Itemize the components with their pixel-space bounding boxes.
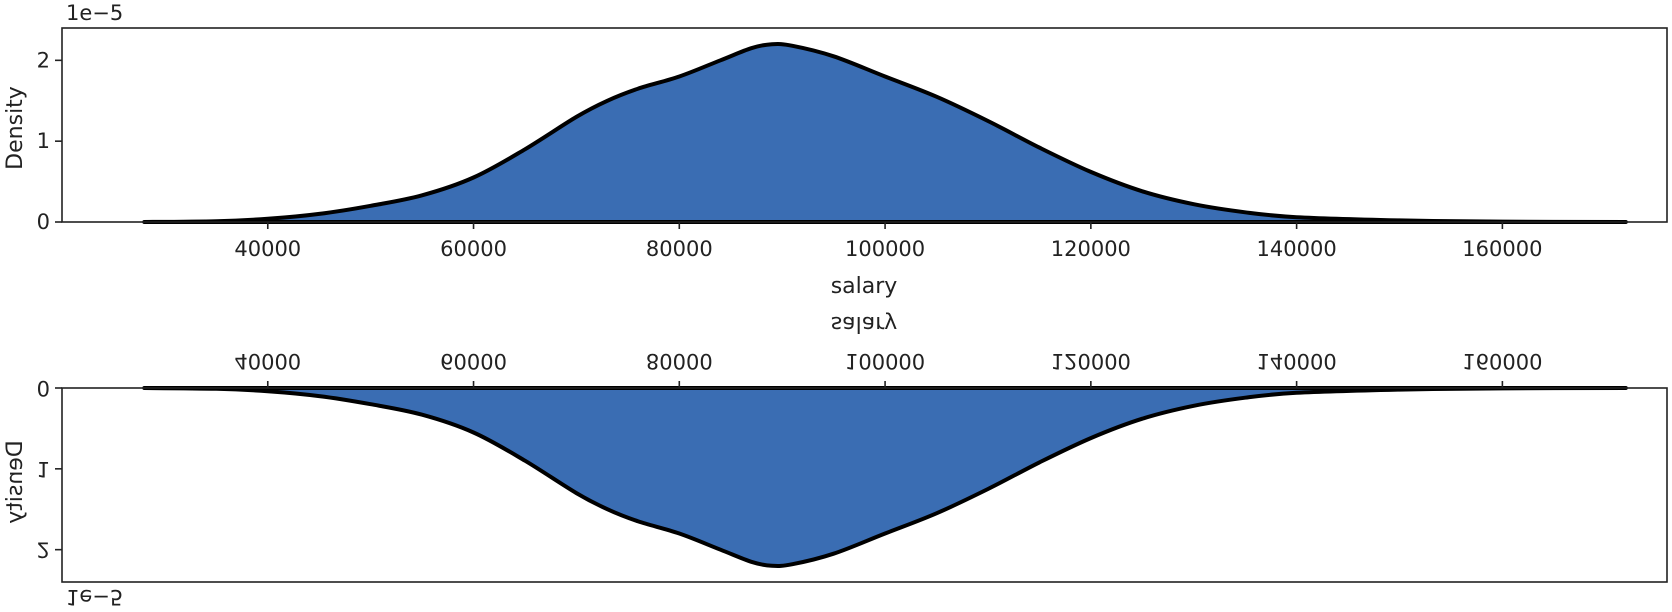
bottom-x-tick-label: 140000	[1257, 349, 1337, 373]
top-y-tick-label: 2	[37, 48, 50, 72]
top-x-tick-label: 160000	[1462, 237, 1542, 261]
top-y-axis-label: Density	[3, 86, 28, 170]
top-ticks-layer: 40000 60000 80000 100000 120000 140000 160000 0…	[37, 48, 1543, 261]
bottom-x-tick-label: 100000	[845, 349, 925, 373]
top-axes-frame	[61, 27, 1668, 223]
bottom-y-axis-label: Density	[3, 440, 28, 524]
bottom-x-tick-label: 40000	[234, 349, 301, 373]
bottom-ticks-layer: 40000 60000 80000 100000 120000 140000 160000 0…	[37, 349, 1543, 562]
bottom-x-axis-label: salary	[831, 311, 898, 336]
bottom-y-tick-label: 1	[37, 457, 50, 481]
top-x-tick-label: 40000	[234, 237, 301, 261]
bottom-y-tick-label: 0	[37, 376, 50, 400]
top-x-tick-label: 100000	[845, 237, 925, 261]
bottom-area-layer	[142, 386, 1628, 568]
bottom-x-tick-label: 160000	[1462, 349, 1542, 373]
bottom-x-tick-label: 120000	[1051, 349, 1131, 373]
top-x-tick-label: 120000	[1051, 237, 1131, 261]
top-area-layer	[142, 42, 1628, 224]
bottom-x-tick-label: 80000	[646, 349, 713, 373]
top-x-tick-label: 140000	[1257, 237, 1337, 261]
bottom-density-area-series-0	[142, 386, 1628, 568]
top-y-tick-label: 1	[37, 129, 50, 153]
bottom-mirrored-density-chart: 1e−5 Density salary 40000 60000 80000 10000…	[3, 311, 1668, 609]
top-x-axis-label: salary	[831, 274, 898, 299]
top-x-tick-label: 60000	[440, 237, 507, 261]
top-y-tick-label: 0	[37, 210, 50, 234]
top-x-tick-label: 80000	[646, 237, 713, 261]
bottom-axes-frame	[61, 387, 1668, 583]
bottom-offset-label: 1e−5	[66, 585, 123, 609]
bottom-mirror-transform: 1e−5 Density salary 40000 60000 80000 10000…	[3, 311, 1668, 609]
top-offset-label: 1e−5	[66, 1, 123, 25]
bottom-x-tick-label: 60000	[440, 349, 507, 373]
top-density-area-series-0	[142, 42, 1628, 224]
bottom-y-tick-label: 2	[37, 538, 50, 562]
top-density-chart: 1e−5 Density salary 40000 60000 80000 10000…	[3, 1, 1668, 299]
